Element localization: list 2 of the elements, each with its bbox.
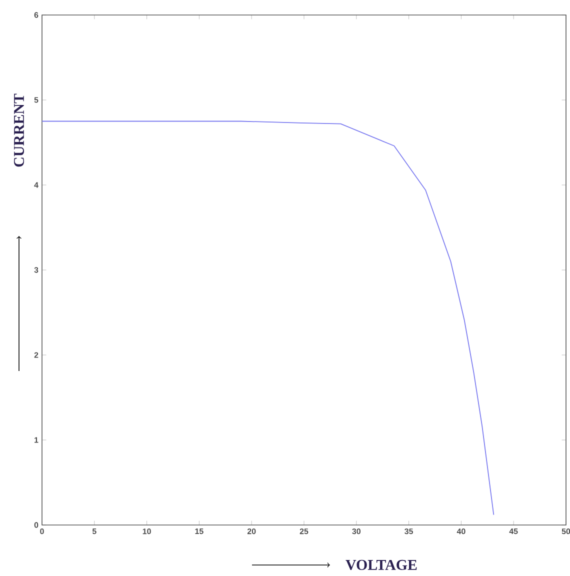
y-axis-title: CURRENT [14, 94, 24, 167]
x-axis-title: VOLTAGE [346, 560, 417, 570]
